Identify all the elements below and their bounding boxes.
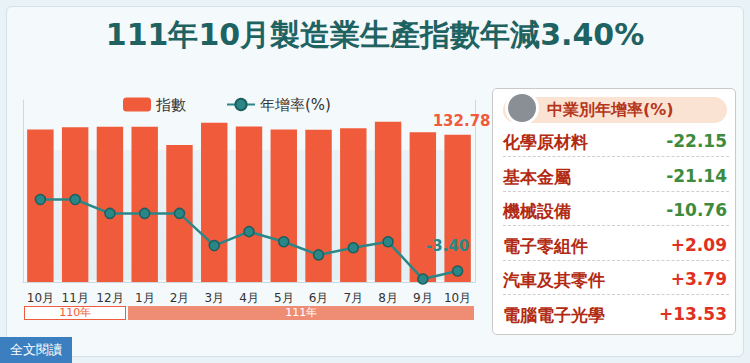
html-text:110年: 110年 <box>59 306 92 319</box>
svg-text:6月: 6月 <box>309 291 329 305</box>
svg-text:9月: 9月 <box>413 291 433 305</box>
html-text:-10.76: -10.76 <box>666 200 727 220</box>
svg-text:指數: 指數 <box>155 96 186 114</box>
html-text:+13.53: +13.53 <box>659 303 727 324</box>
svg-text:8月: 8月 <box>378 291 398 305</box>
html-text:電腦電子光學: 電腦電子光學 <box>503 304 605 325</box>
svg-text:-3.40: -3.40 <box>426 237 469 255</box>
svg-text:4月: 4月 <box>239 291 259 305</box>
svg-text:111年10月製造業生產指數年減3.40%: 111年10月製造業生產指數年減3.40% <box>106 17 644 52</box>
svg-text:1月: 1月 <box>135 291 155 305</box>
html-text:111年: 111年 <box>285 306 318 319</box>
html-text:+3.79: +3.79 <box>670 269 727 289</box>
html-text:電子零組件: 電子零組件 <box>503 235 588 256</box>
html-text:全文閱讀: 全文閱讀 <box>10 342 62 357</box>
html-text:-21.14: -21.14 <box>666 165 727 186</box>
svg-text:11月: 11月 <box>62 291 89 305</box>
svg-text:132.78: 132.78 <box>433 112 491 130</box>
svg-text:12月: 12月 <box>96 291 123 305</box>
html-text:+2.09: +2.09 <box>670 234 727 255</box>
svg-text:10月: 10月 <box>27 291 54 305</box>
html-text:基本金屬: 基本金屬 <box>503 166 571 187</box>
svg-text:年增率(%): 年增率(%) <box>260 96 331 114</box>
html-text:-22.15: -22.15 <box>666 131 727 151</box>
html-text:化學原材料: 化學原材料 <box>503 132 588 152</box>
svg-text:2月: 2月 <box>170 291 190 305</box>
svg-text:3月: 3月 <box>204 291 224 305</box>
html-text:中業別年增率(%): 中業別年增率(%) <box>547 100 674 119</box>
html-text:機械設備: 機械設備 <box>503 201 571 221</box>
svg-text:10月: 10月 <box>444 291 471 305</box>
html-text:汽車及其零件: 汽車及其零件 <box>503 270 605 290</box>
svg-text:5月: 5月 <box>274 291 294 305</box>
svg-text:7月: 7月 <box>343 291 363 305</box>
